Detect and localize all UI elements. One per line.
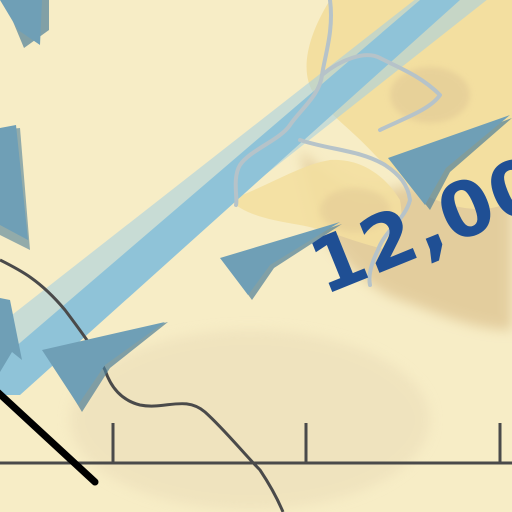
- river: [233, 0, 333, 207]
- wind-band: [0, 0, 460, 395]
- river: [320, 53, 442, 132]
- wind-arrow-icon: [0, 0, 49, 48]
- river: [298, 138, 412, 287]
- wind-arrow-icon: [388, 115, 512, 210]
- highland-shade-spot: [390, 67, 470, 123]
- flight-route[interactable]: [0, 385, 99, 486]
- road: [0, 258, 285, 512]
- wind-arrow-icon: [42, 322, 168, 412]
- highland-shade-spot: [320, 188, 390, 232]
- wind-arrow-icon: [220, 222, 342, 300]
- terrain-tint: [70, 330, 430, 510]
- wind-arrow-icon: [0, 298, 22, 372]
- wind-arrow-icon: [0, 125, 30, 250]
